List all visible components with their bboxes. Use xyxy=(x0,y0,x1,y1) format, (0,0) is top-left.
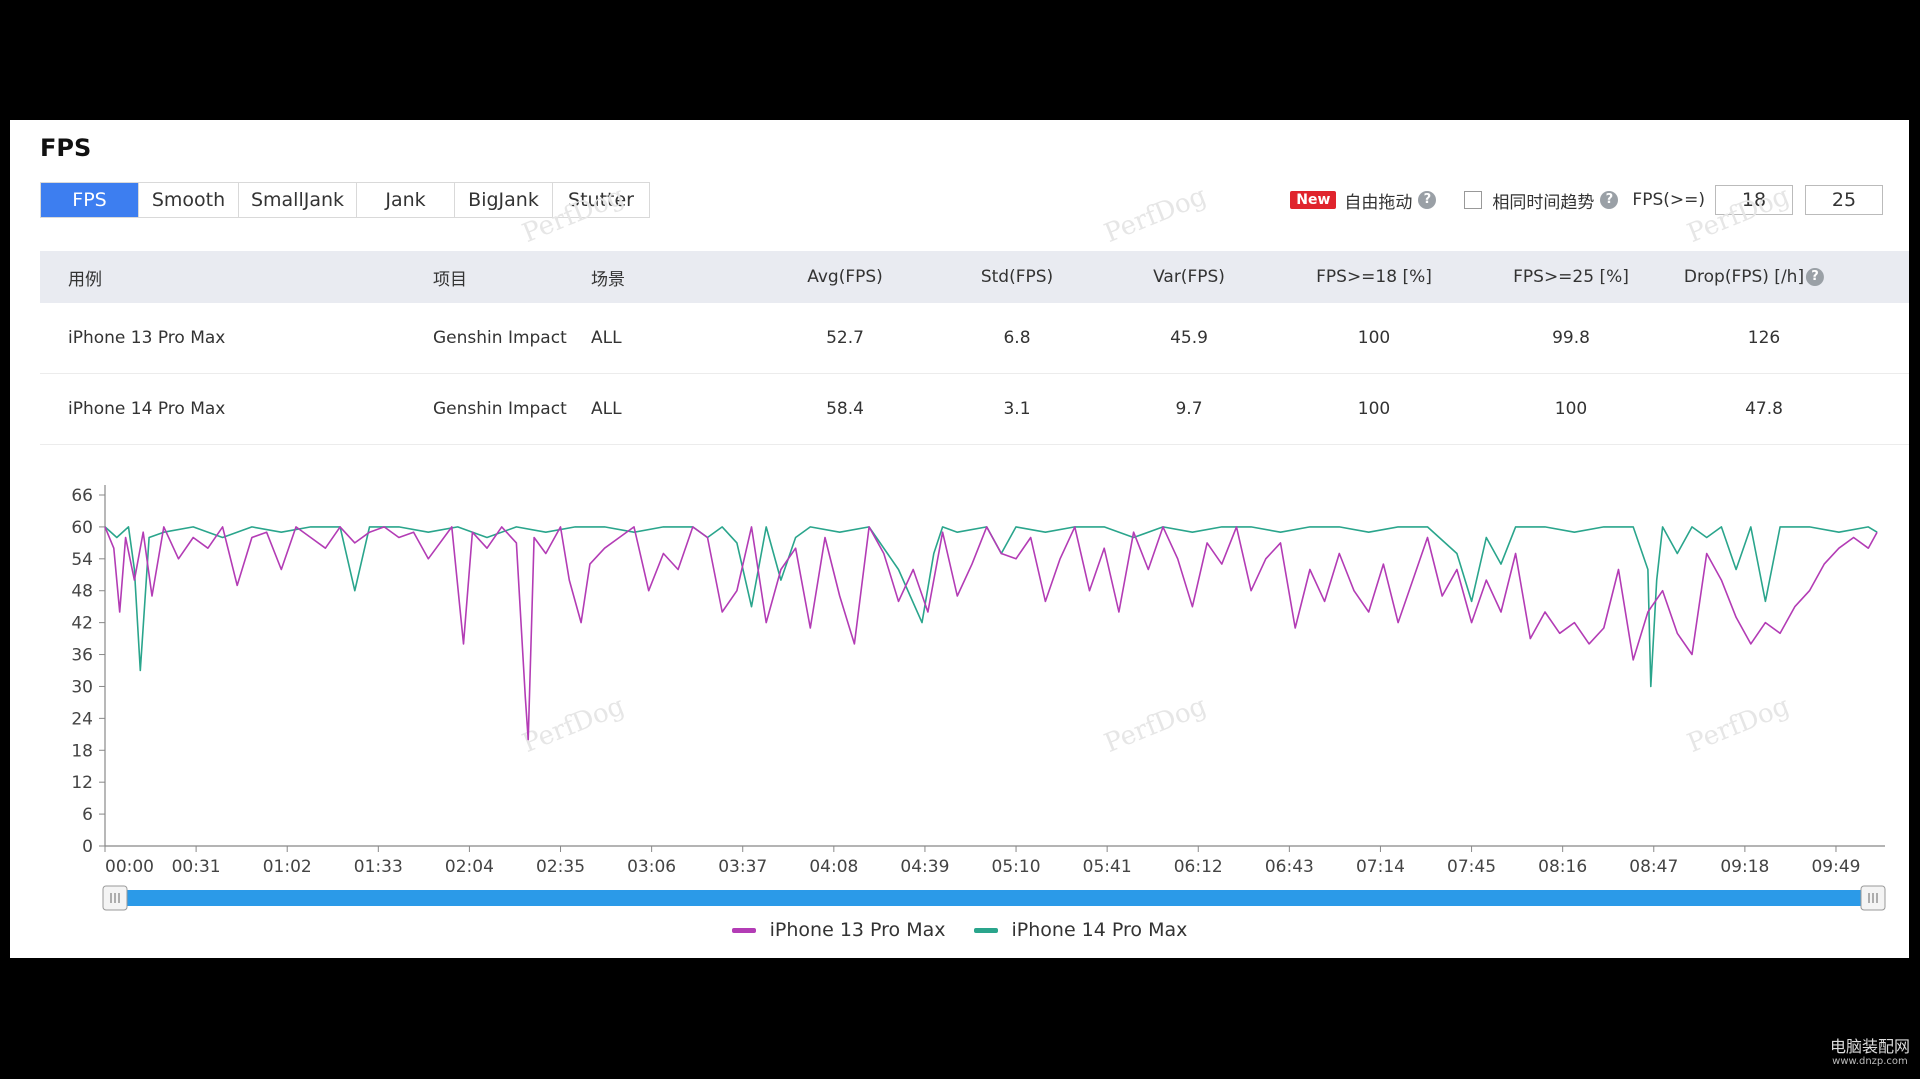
y-tick-label: 54 xyxy=(71,550,93,570)
zoom-slider-track[interactable] xyxy=(111,890,1877,906)
fps-threshold-input-2[interactable] xyxy=(1805,185,1883,215)
y-tick-label: 6 xyxy=(82,805,93,825)
col-header-drop-label: Drop(FPS) [/h] xyxy=(1683,267,1805,287)
col-header-project: 项目 xyxy=(433,269,467,290)
cell-avg: 58.4 xyxy=(826,399,864,419)
col-header-avg: Avg(FPS) xyxy=(807,267,883,287)
x-tick-label: 06:43 xyxy=(1265,857,1314,877)
corner-watermark: 电脑装配网 www.dnzp.com xyxy=(1830,1039,1910,1069)
y-tick-label: 36 xyxy=(71,646,93,666)
chart-legend: iPhone 13 Pro Max iPhone 14 Pro Max xyxy=(10,919,1909,941)
tab-bigjank[interactable]: BigJank xyxy=(455,183,553,217)
cell-scene: ALL xyxy=(591,328,622,348)
x-tick-label: 01:02 xyxy=(263,857,312,877)
cell-case: iPhone 13 Pro Max xyxy=(68,328,226,348)
stats-table: 用例 项目 场景 Avg(FPS) Std(FPS) Var(FPS) FPS>… xyxy=(40,251,1909,445)
cell-drop: 126 xyxy=(1747,328,1781,348)
cell-case: iPhone 14 Pro Max xyxy=(68,399,226,419)
y-tick-label: 18 xyxy=(71,741,93,761)
col-header-std: Std(FPS) xyxy=(980,267,1054,287)
help-icon[interactable]: ? xyxy=(1806,268,1825,286)
table-row: iPhone 13 Pro Max Genshin Impact ALL 52.… xyxy=(40,303,1909,374)
x-tick-label: 01:33 xyxy=(354,857,403,877)
fps-threshold-label: FPS(>=) xyxy=(1632,190,1705,210)
cell-var: 45.9 xyxy=(1170,328,1208,348)
y-tick-label: 42 xyxy=(71,614,93,634)
series-line-iphone-14 xyxy=(104,526,1878,688)
legend-label: iPhone 14 Pro Max xyxy=(1011,919,1188,941)
legend-swatch xyxy=(731,927,756,933)
col-header-fps18: FPS>=18 [%] xyxy=(1316,267,1432,287)
corner-watermark-line2: www.dnzp.com xyxy=(1832,1056,1908,1067)
x-tick-label: 00:31 xyxy=(172,857,221,877)
col-header-drop: Drop(FPS) [/h] ? xyxy=(1683,251,1825,303)
new-badge: New xyxy=(1290,191,1337,209)
x-tick-label: 04:08 xyxy=(809,857,858,877)
cell-scene: ALL xyxy=(591,399,622,419)
cell-fps25: 100 xyxy=(1554,399,1588,419)
cell-std: 3.1 xyxy=(1003,399,1031,419)
x-tick-label: 07:14 xyxy=(1356,857,1405,877)
legend-swatch xyxy=(973,927,998,933)
cell-fps18: 100 xyxy=(1357,328,1391,348)
col-header-fps25: FPS>=25 [%] xyxy=(1513,267,1629,287)
y-tick-label: 66 xyxy=(71,486,93,506)
chart-controls: New 自由拖动 ? 相同时间趋势 ? FPS(>=) xyxy=(1290,184,1883,216)
tab-fps[interactable]: FPS xyxy=(41,183,139,217)
metric-tabs: FPS Smooth SmallJank Jank BigJank Stutte… xyxy=(40,182,650,218)
legend-item-iphone-14[interactable]: iPhone 14 Pro Max xyxy=(973,919,1188,941)
help-icon[interactable]: ? xyxy=(1418,191,1437,209)
x-tick-label: 09:49 xyxy=(1811,857,1860,877)
col-header-scene: 场景 xyxy=(591,269,625,290)
col-header-case: 用例 xyxy=(68,269,102,290)
col-header-var: Var(FPS) xyxy=(1153,267,1225,287)
x-tick-label: 08:16 xyxy=(1538,857,1587,877)
cell-drop: 47.8 xyxy=(1745,399,1783,419)
cell-avg: 52.7 xyxy=(826,328,864,348)
free-drag-toggle[interactable]: 自由拖动 xyxy=(1344,192,1413,213)
x-tick-label: 00:00 xyxy=(105,857,154,877)
y-tick-label: 48 xyxy=(71,582,93,602)
corner-watermark-line1: 电脑装配网 xyxy=(1829,1037,1910,1056)
x-tick-label: 06:12 xyxy=(1174,857,1223,877)
help-icon[interactable]: ? xyxy=(1600,191,1619,209)
table-header-row: 用例 项目 场景 Avg(FPS) Std(FPS) Var(FPS) FPS>… xyxy=(40,251,1909,303)
x-tick-label: 02:35 xyxy=(536,857,585,877)
same-time-trend-label: 相同时间趋势 xyxy=(1492,192,1595,213)
y-tick-label: 24 xyxy=(71,709,93,729)
cell-fps18: 100 xyxy=(1357,399,1391,419)
cell-std: 6.8 xyxy=(1003,328,1031,348)
x-tick-label: 05:10 xyxy=(992,857,1041,877)
x-tick-label: 03:06 xyxy=(627,857,676,877)
tab-stutter[interactable]: Stutter xyxy=(568,189,634,211)
table-row: iPhone 14 Pro Max Genshin Impact ALL 58.… xyxy=(40,374,1909,445)
y-tick-label: 0 xyxy=(82,837,93,857)
tab-smalljank[interactable]: SmallJank xyxy=(239,183,357,217)
cell-project: Genshin Impact xyxy=(433,399,567,419)
x-tick-label: 04:39 xyxy=(900,857,949,877)
panel-title: FPS xyxy=(40,134,92,162)
cell-var: 9.7 xyxy=(1175,399,1203,419)
x-tick-label: 05:41 xyxy=(1083,857,1132,877)
cell-project: Genshin Impact xyxy=(433,328,567,348)
x-tick-label: 08:47 xyxy=(1629,857,1678,877)
legend-label: iPhone 13 Pro Max xyxy=(769,919,946,941)
x-tick-label: 02:04 xyxy=(445,857,494,877)
same-time-trend-checkbox[interactable] xyxy=(1464,191,1483,209)
y-tick-label: 60 xyxy=(71,518,93,538)
x-tick-label: 09:18 xyxy=(1720,857,1769,877)
tab-smooth[interactable]: Smooth xyxy=(139,183,239,217)
fps-threshold-input-1[interactable] xyxy=(1715,185,1793,215)
y-tick-label: 30 xyxy=(71,677,93,697)
fps-line-chart: 0 6 12 18 24 30 36 42 48 54 60 66 00:00 00:31 01:02 01:… xyxy=(71,485,1886,911)
fps-panel: FPS FPS Smooth SmallJank Jank BigJank St… xyxy=(10,120,1909,958)
x-tick-label: 07:45 xyxy=(1447,857,1496,877)
tab-jank[interactable]: Jank xyxy=(357,183,455,217)
series-line-iphone-13 xyxy=(104,526,1878,741)
x-tick-label: 03:37 xyxy=(718,857,767,877)
y-tick-label: 12 xyxy=(71,773,93,793)
cell-fps25: 99.8 xyxy=(1552,328,1590,348)
legend-item-iphone-13[interactable]: iPhone 13 Pro Max xyxy=(731,919,946,941)
